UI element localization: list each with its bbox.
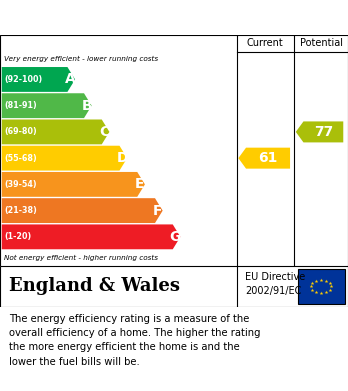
Text: Potential: Potential (300, 38, 342, 48)
Text: G: G (170, 230, 181, 244)
Text: (92-100): (92-100) (4, 75, 42, 84)
Text: E: E (135, 178, 145, 191)
Text: D: D (117, 151, 128, 165)
Bar (298, 269, 345, 304)
Text: C: C (99, 125, 110, 139)
Text: Not energy efficient - higher running costs: Not energy efficient - higher running co… (4, 255, 158, 261)
Text: England & Wales: England & Wales (9, 277, 180, 296)
Polygon shape (2, 198, 163, 223)
Polygon shape (2, 67, 75, 92)
Text: (1-20): (1-20) (4, 232, 31, 241)
Polygon shape (2, 224, 180, 249)
Polygon shape (2, 93, 92, 118)
Text: 61: 61 (258, 151, 278, 165)
Polygon shape (238, 148, 290, 169)
Polygon shape (2, 146, 127, 170)
Polygon shape (296, 122, 343, 142)
Text: A: A (65, 72, 76, 86)
Text: (55-68): (55-68) (4, 154, 37, 163)
Text: B: B (81, 99, 92, 113)
Text: Current: Current (247, 38, 284, 48)
Text: F: F (153, 204, 163, 218)
Text: (21-38): (21-38) (4, 206, 37, 215)
Text: EU Directive
2002/91/EC: EU Directive 2002/91/EC (245, 273, 306, 296)
Text: (69-80): (69-80) (4, 127, 37, 136)
Text: Very energy efficient - lower running costs: Very energy efficient - lower running co… (4, 56, 158, 62)
Text: (39-54): (39-54) (4, 180, 37, 189)
Text: Energy Efficiency Rating: Energy Efficiency Rating (9, 11, 230, 27)
Text: The energy efficiency rating is a measure of the
overall efficiency of a home. T: The energy efficiency rating is a measur… (9, 314, 260, 367)
Polygon shape (2, 120, 109, 144)
Text: 77: 77 (314, 125, 333, 139)
Text: (81-91): (81-91) (4, 101, 37, 110)
Polygon shape (2, 172, 145, 197)
